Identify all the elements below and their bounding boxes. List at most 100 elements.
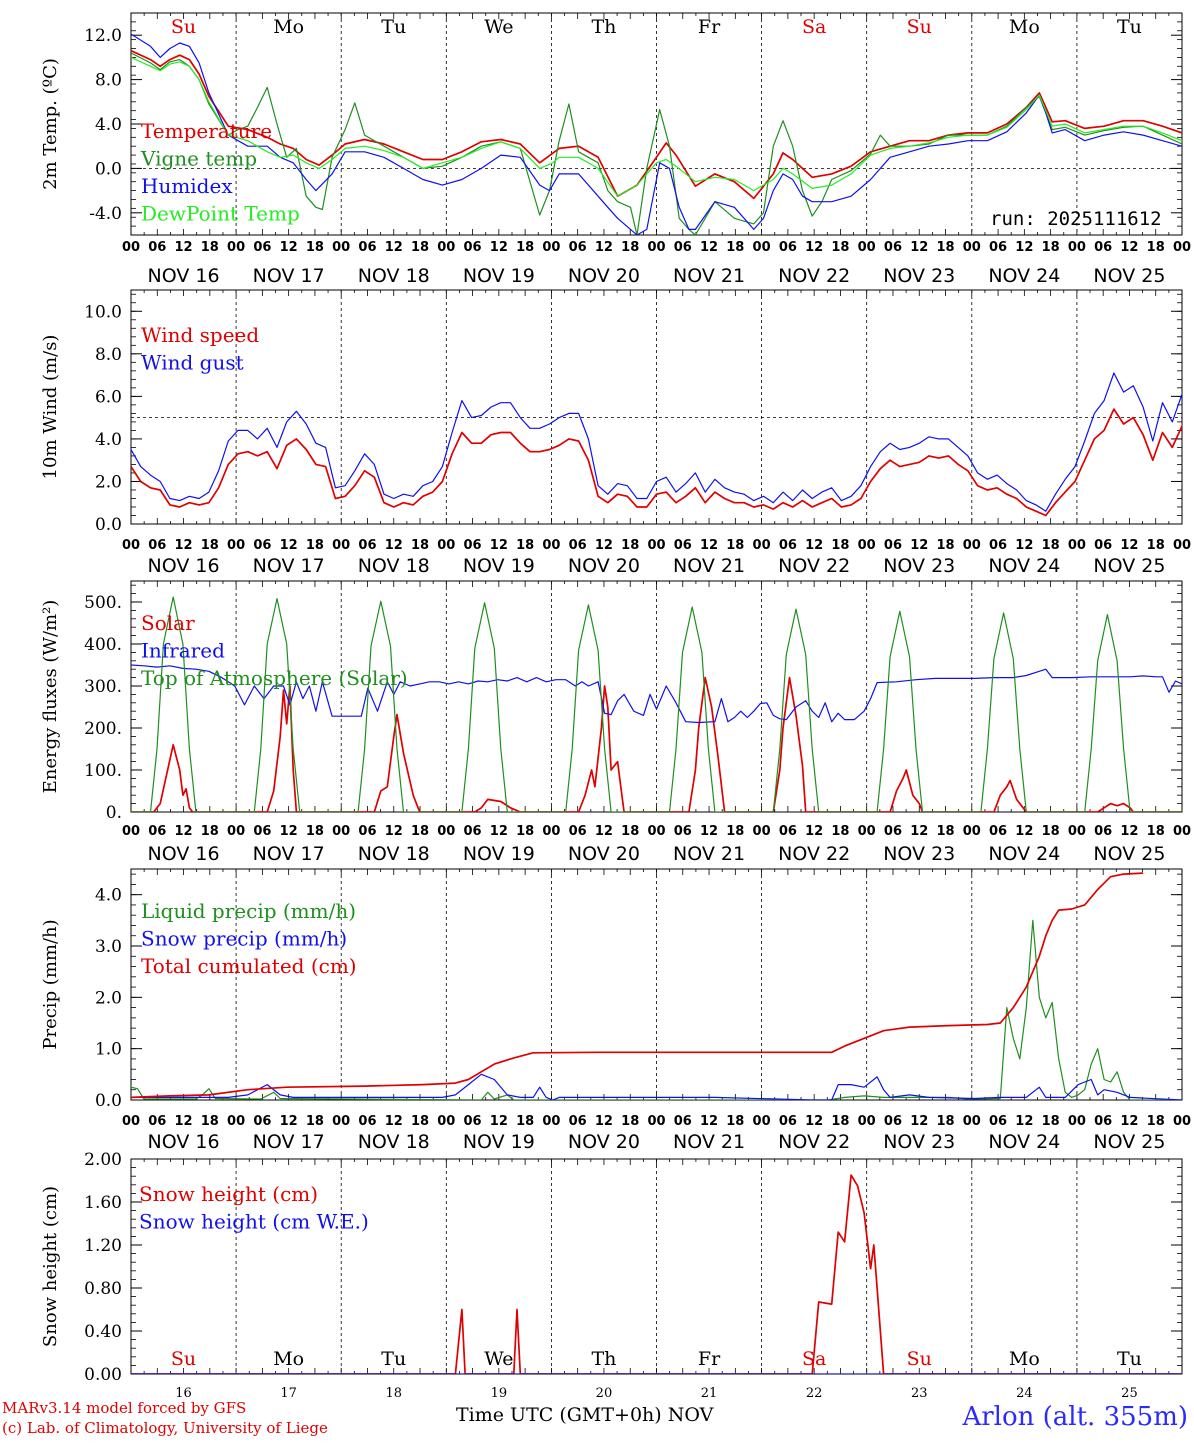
hour-tick-label: 06 — [253, 1114, 271, 1129]
date-label: NOV 25 — [1093, 843, 1165, 865]
hour-tick-label: 18 — [201, 1114, 219, 1129]
hour-tick-label: 00 — [963, 824, 981, 839]
hour-tick-label: 06 — [674, 538, 692, 553]
weekday-label: Fr — [698, 1348, 721, 1370]
hour-tick-label: 18 — [831, 538, 849, 553]
date-label: NOV 24 — [988, 265, 1060, 287]
hour-tick-label: 12 — [595, 538, 613, 553]
y-tick-label: 0. — [106, 803, 122, 823]
hour-tick-label: 12 — [280, 538, 298, 553]
series-top-of-atmosphere-solar- — [131, 596, 1182, 812]
weekday-label: Mo — [273, 1348, 304, 1370]
hour-tick-label: 12 — [385, 824, 403, 839]
hour-tick-label: 18 — [1042, 824, 1060, 839]
day-number-label: 17 — [280, 1386, 297, 1401]
y-tick-label: 0.0 — [95, 515, 122, 535]
hour-tick-label: 12 — [910, 824, 928, 839]
series-infrared — [131, 664, 1182, 724]
hour-tick-label: 00 — [122, 240, 140, 255]
day-number-label: 24 — [1016, 1386, 1033, 1401]
series-wind-speed — [131, 408, 1182, 517]
hour-tick-label: 18 — [936, 538, 954, 553]
hour-tick-label: 06 — [674, 824, 692, 839]
weekday-label: Su — [907, 16, 932, 38]
hour-tick-label: 18 — [1042, 1114, 1060, 1129]
hour-tick-label: 18 — [306, 1114, 324, 1129]
y-tick-label: 200. — [84, 719, 122, 739]
hour-tick-label: 06 — [779, 1114, 797, 1129]
hour-tick-label: 12 — [385, 1114, 403, 1129]
hour-tick-label: 12 — [910, 240, 928, 255]
y-tick-label: 0.40 — [84, 1322, 122, 1342]
hour-tick-label: 00 — [542, 824, 560, 839]
hour-tick-label: 06 — [569, 538, 587, 553]
date-label: NOV 17 — [253, 555, 325, 577]
weekday-label: Tu — [1117, 1348, 1142, 1370]
hour-tick-label: 18 — [1147, 240, 1165, 255]
date-label: NOV 19 — [463, 1131, 535, 1153]
hour-tick-label: 18 — [726, 538, 744, 553]
hour-tick-label: 18 — [516, 538, 534, 553]
legend-entry: Snow height (cm) — [139, 1182, 318, 1206]
date-label: NOV 23 — [883, 843, 955, 865]
hour-tick-label: 12 — [1120, 538, 1138, 553]
hour-tick-label: 00 — [227, 824, 245, 839]
legend-entry: Temperature — [141, 119, 272, 143]
hour-tick-label: 18 — [1042, 538, 1060, 553]
y-tick-label: 2.00 — [84, 1150, 122, 1170]
date-label: NOV 20 — [568, 1131, 640, 1153]
weekday-label: Tu — [1117, 16, 1142, 38]
hour-tick-label: 18 — [1147, 538, 1165, 553]
y-axis-label: Snow height (cm) — [40, 1186, 61, 1347]
date-label: NOV 21 — [673, 555, 745, 577]
hour-tick-label: 18 — [201, 538, 219, 553]
weekday-label: Sa — [802, 1348, 826, 1370]
y-tick-label: 0.0 — [95, 159, 122, 179]
series-humidex — [131, 33, 1182, 235]
day-number-label: 20 — [596, 1386, 613, 1401]
hour-tick-label: 12 — [1015, 824, 1033, 839]
hour-tick-label: 18 — [306, 240, 324, 255]
hour-tick-label: 06 — [1094, 824, 1112, 839]
hour-tick-label: 06 — [148, 538, 166, 553]
panel-3: 0. 100. 200. 300. 400. 500. Energy fluxes (W/m… — [40, 580, 1191, 865]
hour-tick-label: 00 — [647, 240, 665, 255]
hour-tick-label: 12 — [1015, 240, 1033, 255]
hour-tick-label: 12 — [595, 824, 613, 839]
date-label: NOV 25 — [1093, 1131, 1165, 1153]
y-axis-label: Energy fluxes (W/m²) — [40, 600, 61, 794]
hour-tick-label: 06 — [884, 1114, 902, 1129]
hour-tick-label: 12 — [910, 538, 928, 553]
hour-tick-label: 18 — [1042, 240, 1060, 255]
y-tick-label: -4.0 — [89, 204, 122, 224]
hour-tick-label: 18 — [306, 538, 324, 553]
copyright-credit: (c) Lab. of Climatology, University of L… — [2, 1419, 328, 1437]
hour-tick-label: 06 — [779, 240, 797, 255]
date-label: NOV 16 — [148, 1131, 220, 1153]
y-tick-label: 12.0 — [84, 26, 122, 46]
hour-tick-label: 06 — [1094, 538, 1112, 553]
hour-tick-label: 12 — [805, 240, 823, 255]
weekday-label: Mo — [273, 16, 304, 38]
date-label: NOV 24 — [988, 555, 1060, 577]
hour-tick-label: 06 — [358, 538, 376, 553]
hour-tick-label: 12 — [595, 240, 613, 255]
hour-tick-label: 12 — [175, 1114, 193, 1129]
y-tick-label: 100. — [84, 761, 122, 781]
y-axis-label: Precip (mm/h) — [40, 919, 61, 1049]
date-label: NOV 24 — [988, 843, 1060, 865]
hour-tick-label: 12 — [280, 1114, 298, 1129]
hour-tick-label: 12 — [1015, 538, 1033, 553]
day-number-label: 23 — [911, 1386, 928, 1401]
date-label: NOV 22 — [778, 843, 850, 865]
date-label: NOV 25 — [1093, 555, 1165, 577]
hour-tick-label: 06 — [1094, 240, 1112, 255]
legend-entry: Solar — [141, 611, 195, 635]
hour-tick-label: 00 — [437, 240, 455, 255]
model-credit: MARv3.14 model forced by GFS — [2, 1399, 247, 1417]
hour-tick-label: 18 — [621, 240, 639, 255]
station-label: Arlon (alt. 355m) — [962, 1402, 1188, 1432]
hour-tick-label: 06 — [253, 240, 271, 255]
date-label: NOV 16 — [148, 555, 220, 577]
